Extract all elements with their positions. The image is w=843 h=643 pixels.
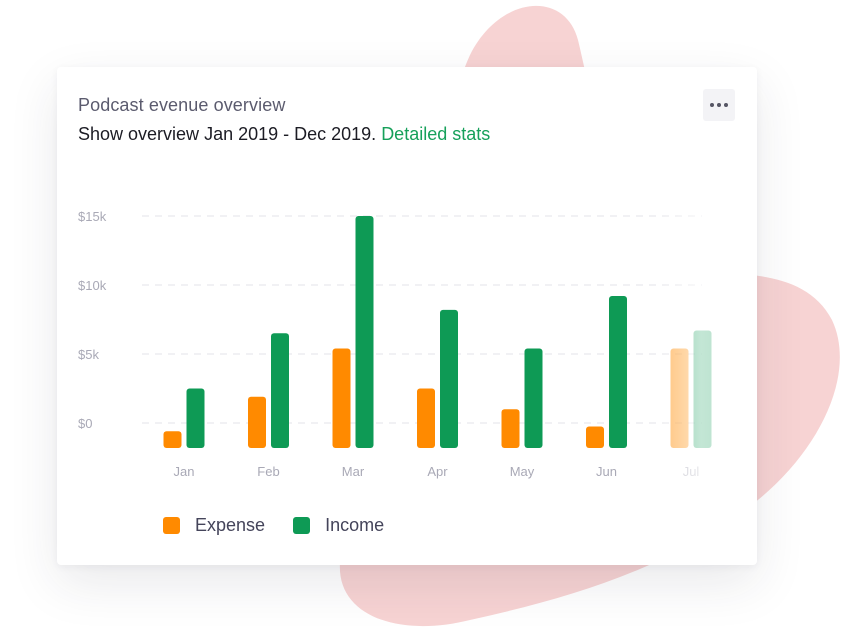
card-subtitle: Show overview Jan 2019 - Dec 2019. Detail…: [78, 124, 490, 145]
chart-legend: Expense Income: [163, 515, 412, 536]
x-tick-label: Mar: [342, 464, 365, 479]
bar-income-mar[interactable]: [355, 216, 374, 448]
detailed-stats-link[interactable]: Detailed stats: [381, 124, 491, 144]
bar-income-feb[interactable]: [271, 333, 289, 448]
bar-expense-jan[interactable]: [163, 431, 182, 448]
bar-expense-feb[interactable]: [248, 396, 266, 448]
more-horizontal-icon: [710, 103, 714, 107]
chart-bars: [163, 216, 712, 449]
y-axis-tick-labels: $0 $5k $10k $15k: [78, 209, 107, 431]
bar-income-jul[interactable]: [693, 330, 712, 448]
bar-income-may[interactable]: [524, 348, 543, 448]
bar-income-apr[interactable]: [440, 309, 458, 448]
bar-expense-may[interactable]: [501, 409, 520, 448]
legend-label-income: Income: [325, 515, 385, 535]
legend-label-expense: Expense: [195, 515, 266, 535]
x-tick-label: Apr: [427, 464, 448, 479]
x-tick-label: May: [510, 464, 535, 479]
bar-income-jun[interactable]: [609, 296, 627, 448]
x-axis-tick-labels: Jan Feb Mar Apr May Jun Jul: [174, 464, 700, 479]
y-tick-label: $5k: [78, 347, 99, 362]
more-options-button[interactable]: [703, 89, 735, 121]
y-tick-label: $10k: [78, 278, 107, 293]
legend-item-income[interactable]: Income: [293, 515, 384, 536]
bar-expense-apr[interactable]: [417, 388, 435, 449]
x-tick-label: Jun: [596, 464, 617, 479]
bar-expense-mar[interactable]: [332, 348, 351, 448]
revenue-overview-card: Podcast evenue overview Show overview Ja…: [57, 67, 757, 565]
y-tick-label: $15k: [78, 209, 107, 224]
revenue-bar-chart: $0 $5k $10k $15k Jan Feb Mar Apr May Jun Jul: [78, 209, 712, 479]
x-tick-label: Jan: [174, 464, 195, 479]
x-tick-label: Jul: [683, 464, 700, 479]
bar-expense-jun[interactable]: [586, 426, 604, 448]
y-tick-label: $0: [78, 416, 92, 431]
card-title: Podcast evenue overview: [78, 95, 286, 115]
subtitle-prefix: Show overview: [78, 124, 205, 144]
legend-item-expense[interactable]: Expense: [163, 515, 265, 536]
x-tick-label: Feb: [257, 464, 279, 479]
bar-expense-jul[interactable]: [670, 348, 689, 448]
more-horizontal-icon-dot: [724, 103, 728, 107]
subtitle-date-range: Jan 2019 - Dec 2019.: [204, 124, 377, 144]
legend-swatch-expense: [163, 517, 180, 534]
bar-income-jan[interactable]: [186, 388, 205, 449]
legend-swatch-income: [293, 517, 311, 534]
more-horizontal-icon-dot: [717, 103, 721, 107]
